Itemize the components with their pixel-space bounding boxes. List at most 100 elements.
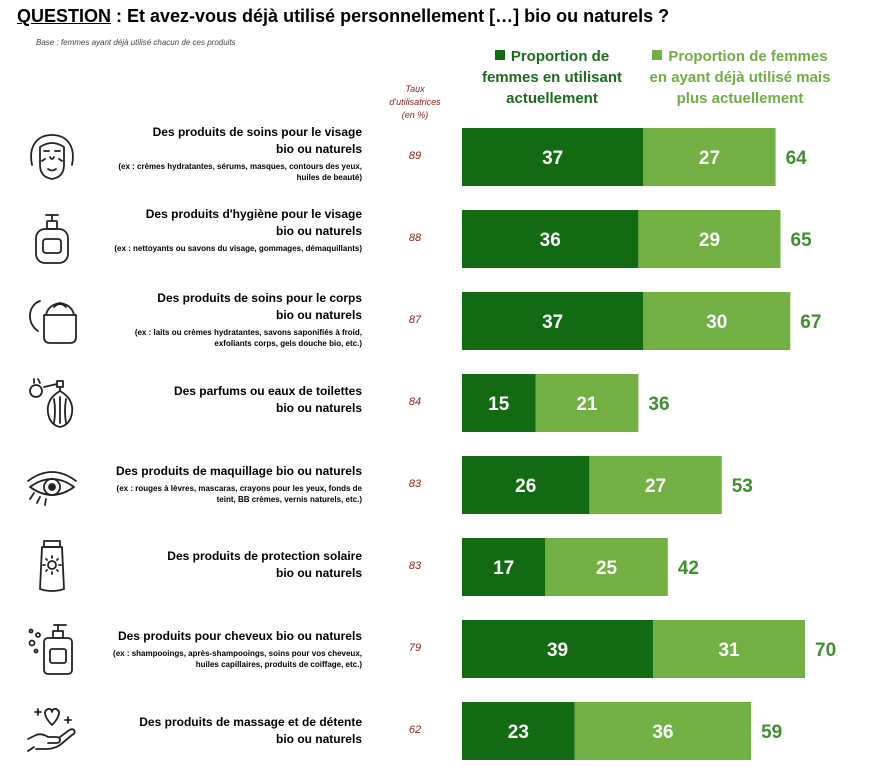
bar-current <box>462 702 575 760</box>
bar-past-label: 36 <box>652 722 673 743</box>
usage-rate: 62 <box>408 724 422 736</box>
usage-rate: 84 <box>408 396 422 408</box>
category-title-line: Des parfums ou eaux de toilettes <box>173 384 362 398</box>
rate-header-line: d'utilisatrices <box>389 97 441 107</box>
category-detail-line: huiles de beauté) <box>296 173 362 182</box>
bar-past <box>653 620 805 678</box>
category-title-line: Des produits de massage et de détente <box>139 715 362 729</box>
bar-past <box>535 374 639 432</box>
question-label: QUESTION <box>17 6 112 26</box>
question-text: : Et avez-vous déjà utilisé personnellem… <box>111 6 670 26</box>
rate-column-header: Taux d'utilisatrices (en %) <box>378 83 452 122</box>
legend-current-label: Proportion de femmes en utilisant actuel… <box>481 48 623 107</box>
bar-past-label: 21 <box>576 394 598 415</box>
bar-past-label: 27 <box>645 476 666 497</box>
category-detail-line: huiles capillaires, produits de coiffage… <box>195 660 362 669</box>
category-title-line: Des produits de soins pour le visage <box>152 125 362 139</box>
bar-past <box>545 538 668 596</box>
bar-current-label: 37 <box>542 312 563 333</box>
category-title-line: bio ou naturels <box>275 401 362 415</box>
category-title-line: bio ou naturels <box>275 224 362 238</box>
category-detail-line: (ex : rouges à lèvres, mascaras, crayons… <box>116 484 362 493</box>
bar-past-label: 29 <box>699 230 720 251</box>
bar-past <box>638 210 781 268</box>
legend-past-label: Proportion de femmes en ayant déjà utili… <box>649 48 831 107</box>
category-label: Des produits de protection solaire bio ou… <box>72 548 362 582</box>
category-title-line: Des produits d'hygiène pour le visage <box>145 207 362 221</box>
bar-past <box>574 702 752 760</box>
usage-rate: 83 <box>408 560 422 572</box>
bar-current-label: 26 <box>515 476 536 497</box>
bar-current <box>462 292 644 350</box>
rate-header-line: Taux <box>405 84 425 94</box>
shampoo-bottle-icon <box>24 621 80 677</box>
usage-rate: 83 <box>408 478 422 490</box>
category-title-line: Des produits de protection solaire <box>167 549 362 563</box>
category-row: Des produits d'hygiène pour le visage bio… <box>0 206 883 266</box>
base-note: Base : femmes ayant déjà utilisé chacun … <box>36 38 236 47</box>
bar-total-label: 67 <box>800 312 821 333</box>
bar-past-label: 30 <box>706 312 727 333</box>
rate-header-line: (en %) <box>401 110 429 120</box>
category-row: Des produits de soins pour le visage bio … <box>0 124 883 184</box>
bar-current-label: 36 <box>540 230 561 251</box>
category-row: Des produits de massage et de détente bio… <box>0 707 883 774</box>
bar-current <box>462 128 644 186</box>
category-label: Des produits d'hygiène pour le visage bio… <box>72 206 362 254</box>
category-label: Des parfums ou eaux de toilettes bio ou n… <box>72 383 362 417</box>
bar-total-label: 70 <box>815 640 836 661</box>
bar-current-label: 39 <box>547 640 568 661</box>
category-title-line: bio ou naturels <box>275 142 362 156</box>
legend-current: Proportion de femmes en utilisant actuel… <box>472 46 632 109</box>
eye-makeup-icon <box>24 457 80 513</box>
category-label: Des produits de massage et de détente bio… <box>72 714 362 748</box>
legend-current-swatch <box>494 50 505 60</box>
category-detail-line: exfoliants corps, gels douche bio, etc.) <box>214 339 362 348</box>
usage-rate: 89 <box>408 150 422 162</box>
bar-current <box>462 538 546 596</box>
category-label: Des produits de soins pour le visage bio … <box>72 124 362 183</box>
bar-total-label: 64 <box>786 148 808 169</box>
category-detail: (ex : laits ou crèmes hydratantes, savon… <box>72 327 362 349</box>
category-row: Des produits pour cheveux bio ou naturel… <box>0 624 883 688</box>
bar-current-label: 15 <box>488 394 510 415</box>
category-detail: (ex : crèmes hydratantes, sérums, masque… <box>72 161 362 183</box>
category-detail-line: (ex : crèmes hydratantes, sérums, masque… <box>118 162 362 171</box>
category-row: Des produits de soins pour le corps bio o… <box>0 290 883 350</box>
bar-past <box>589 456 722 514</box>
bar-total-label: 65 <box>791 230 813 251</box>
bar-total-label: 59 <box>761 722 782 743</box>
bar-past-label: 25 <box>596 558 618 579</box>
bar-current-label: 37 <box>542 148 563 169</box>
category-detail-line: (ex : nettoyants ou savons du visage, go… <box>114 244 362 253</box>
category-title-line: Des produits de maquillage bio ou nature… <box>115 464 362 478</box>
bar-current <box>462 620 654 678</box>
category-label: Des produits de soins pour le corps bio o… <box>72 290 362 349</box>
category-label: Des produits de maquillage bio ou nature… <box>72 463 362 505</box>
category-detail-line: (ex : laits ou crèmes hydratantes, savon… <box>134 328 362 337</box>
category-detail: (ex : nettoyants ou savons du visage, go… <box>72 243 362 254</box>
category-detail: (ex : shampooings, après-shampooings, so… <box>72 648 362 670</box>
bar-total-label: 53 <box>732 476 753 497</box>
category-title-line: bio ou naturels <box>275 308 362 322</box>
face-mask-icon <box>24 129 80 185</box>
category-row: Des produits de protection solaire bio ou… <box>0 540 883 608</box>
category-detail-line: teint, BB crèmes, vernis naturels, etc.) <box>216 495 362 504</box>
usage-rate: 79 <box>408 642 422 654</box>
legend-past: Proportion de femmes en ayant déjà utili… <box>642 46 838 109</box>
category-title-line: Des produits pour cheveux bio ou naturel… <box>117 629 362 643</box>
soap-bottle-icon <box>24 211 80 267</box>
massage-hand-icon <box>24 703 80 759</box>
bar-past-label: 27 <box>699 148 720 169</box>
category-detail-line: (ex : shampooings, après-shampooings, so… <box>113 649 362 658</box>
bar-past <box>643 128 776 186</box>
category-label: Des produits pour cheveux bio ou naturel… <box>72 628 362 670</box>
category-title-line: bio ou naturels <box>275 732 362 746</box>
sunscreen-tube-icon <box>24 539 80 595</box>
category-title-line: bio ou naturels <box>275 566 362 580</box>
bar-current <box>462 210 639 268</box>
category-row: Des parfums ou eaux de toilettes bio ou n… <box>0 378 883 443</box>
bar-past <box>643 292 791 350</box>
bar-current-label: 23 <box>508 722 529 743</box>
